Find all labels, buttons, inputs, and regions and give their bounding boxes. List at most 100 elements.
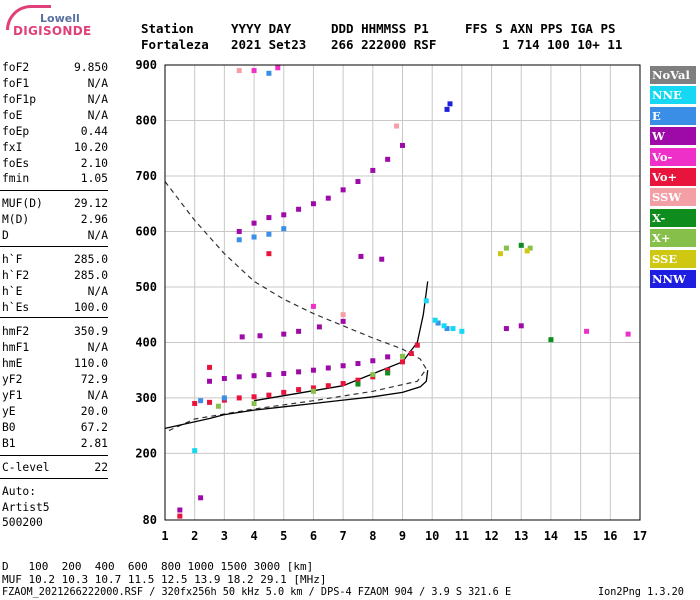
data-point-vo: [385, 367, 391, 373]
data-point-w: [296, 369, 302, 375]
param-row: foF1 N/A: [2, 77, 108, 91]
footer-muf-row: MUF 10.2 10.3 10.7 11.5 12.5 13.9 18.2 2…: [2, 573, 327, 586]
param-value: 0.44: [80, 125, 108, 138]
data-point-nne: [192, 448, 198, 454]
artist-label: Artist5: [2, 500, 50, 514]
header-settings-value: 1 714 100 10+ 11: [502, 37, 623, 52]
legend-item: Vo-: [650, 147, 696, 166]
param-name: fxI: [2, 141, 23, 154]
param-name: D: [2, 229, 9, 242]
data-point-w: [355, 179, 361, 185]
chart-grid: [164, 65, 641, 520]
param-row: MUF(D) 29.12: [2, 197, 108, 211]
legend-item: X+: [650, 229, 696, 248]
data-point-w: [257, 333, 263, 339]
data-point-nnw: [444, 106, 450, 112]
data-point-x: [527, 245, 533, 251]
y-tick-label: 200: [135, 446, 157, 460]
data-point-e: [266, 231, 272, 237]
param-value: 20.0: [80, 405, 108, 418]
data-point-vo: [281, 389, 287, 395]
param-name: h`F: [2, 253, 23, 266]
footer-d-label: D: [2, 560, 9, 573]
param-row: hmF1 N/A: [2, 341, 108, 355]
x-tick-label: 3: [221, 529, 228, 543]
footer-muf-values: 10.2 10.3 10.7 11.5 12.5 13.9 18.2 29.1 …: [28, 573, 327, 586]
data-point-w: [370, 358, 376, 364]
legend-item: SSW: [650, 188, 696, 207]
param-name: MUF(D): [2, 197, 43, 210]
x-tick-label: 14: [544, 529, 558, 543]
legend-item: W: [650, 127, 696, 146]
param-value: N/A: [87, 77, 108, 90]
data-point-x: [385, 370, 391, 376]
data-point-w: [236, 374, 242, 380]
data-point-w: [207, 378, 213, 384]
param-value: 285.0: [73, 253, 108, 266]
y-tick-label: 80: [143, 513, 157, 527]
param-value: 72.9: [80, 373, 108, 386]
data-point-vo: [236, 395, 242, 401]
data-point-nnw: [447, 101, 453, 107]
plot-frame: [164, 64, 641, 521]
param-row: B1 2.81: [2, 437, 108, 451]
y-tick-label: 800: [135, 113, 157, 127]
data-point-vo: [251, 68, 257, 74]
data-point-e: [435, 320, 441, 326]
param-value: 10.20: [73, 141, 108, 154]
legend-item: E: [650, 106, 696, 125]
data-point-vo: [310, 303, 316, 309]
data-point-nne: [432, 317, 438, 323]
param-name: foEp: [2, 125, 30, 138]
data-point-w: [236, 228, 242, 234]
data-point-x: [518, 242, 524, 248]
data-point-w: [325, 365, 331, 371]
legend-item: Vo+: [650, 168, 696, 186]
data-point-e: [198, 398, 204, 404]
data-point-sse: [497, 251, 503, 257]
data-point-w: [296, 206, 302, 212]
data-point-w: [239, 334, 245, 340]
data-point-e: [281, 226, 287, 232]
data-point-vo: [414, 342, 420, 348]
divider: [0, 190, 108, 191]
y-tick-label: 600: [135, 224, 157, 238]
data-point-vo: [584, 328, 590, 334]
param-value: 22: [94, 461, 108, 474]
x-tick-label: 6: [310, 529, 317, 543]
param-value: 67.2: [80, 421, 108, 434]
data-point-w: [503, 326, 509, 332]
data-point-vo: [340, 381, 346, 386]
param-name: yF1: [2, 389, 23, 402]
divider: [0, 478, 108, 479]
param-name: hmE: [2, 357, 23, 370]
param-value: 1.05: [80, 172, 108, 185]
x-tick-label: 5: [280, 529, 287, 543]
data-point-w: [266, 372, 272, 378]
x-tick-label: 13: [514, 529, 528, 543]
param-name: h`E: [2, 285, 23, 298]
param-name: hmF2: [2, 325, 30, 338]
data-point-e: [251, 234, 257, 240]
electron-density-profile: [164, 370, 429, 430]
param-name: B1: [2, 437, 16, 450]
param-value: 110.0: [73, 357, 108, 370]
x-tick-label: 4: [250, 529, 257, 543]
x-tick-label: 16: [603, 529, 617, 543]
param-value: 285.0: [73, 269, 108, 282]
data-point-w: [385, 156, 391, 162]
footer-d-values: 100 200 400 600 800 1000 1500 3000 [km]: [28, 560, 314, 573]
data-point-w: [518, 323, 524, 329]
param-value: 29.12: [73, 197, 108, 210]
data-point-w: [281, 371, 287, 377]
param-row: h`E N/A: [2, 285, 108, 299]
param-row: yF1 N/A: [2, 389, 108, 403]
header-station-label: Station: [141, 21, 194, 36]
param-row: M(D) 2.96: [2, 213, 108, 227]
logo-digisonde: DIGISONDE: [13, 24, 92, 38]
data-point-w: [251, 220, 257, 226]
data-point-w: [370, 167, 376, 173]
header-date-value: 2021 Set23: [231, 37, 307, 52]
data-point-vo: [325, 383, 331, 389]
